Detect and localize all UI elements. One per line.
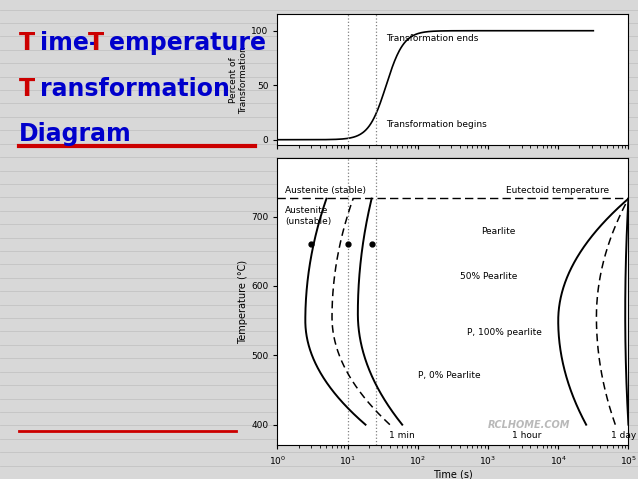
Y-axis label: Percent of
Transformation: Percent of Transformation xyxy=(229,46,248,114)
Text: T: T xyxy=(19,31,35,55)
Text: Eutectoid temperature: Eutectoid temperature xyxy=(506,186,609,195)
Text: ime-: ime- xyxy=(40,31,99,55)
Text: RCLHOME.COM: RCLHOME.COM xyxy=(488,420,570,430)
Text: Transformation begins: Transformation begins xyxy=(386,120,487,129)
Text: 1 day: 1 day xyxy=(611,431,637,440)
Text: 50% Pearlite: 50% Pearlite xyxy=(460,272,517,281)
Text: P, 100% pearlite: P, 100% pearlite xyxy=(467,328,542,337)
Text: T: T xyxy=(88,31,104,55)
Text: emperature: emperature xyxy=(109,31,266,55)
Text: T: T xyxy=(19,77,35,101)
X-axis label: Time (s): Time (s) xyxy=(433,470,473,479)
Text: P, 0% Pearlite: P, 0% Pearlite xyxy=(418,371,480,379)
Text: Pearlite: Pearlite xyxy=(481,227,516,236)
Text: Diagram: Diagram xyxy=(19,122,132,146)
Text: 1 min: 1 min xyxy=(389,431,415,440)
Y-axis label: Temperature (°C): Temperature (°C) xyxy=(239,260,248,343)
Text: Transformation ends: Transformation ends xyxy=(386,34,478,43)
Text: 1 hour: 1 hour xyxy=(512,431,542,440)
Text: ransformation: ransformation xyxy=(40,77,239,101)
Text: Austenite
(unstable): Austenite (unstable) xyxy=(285,206,332,226)
Text: Austenite (stable): Austenite (stable) xyxy=(285,186,366,195)
